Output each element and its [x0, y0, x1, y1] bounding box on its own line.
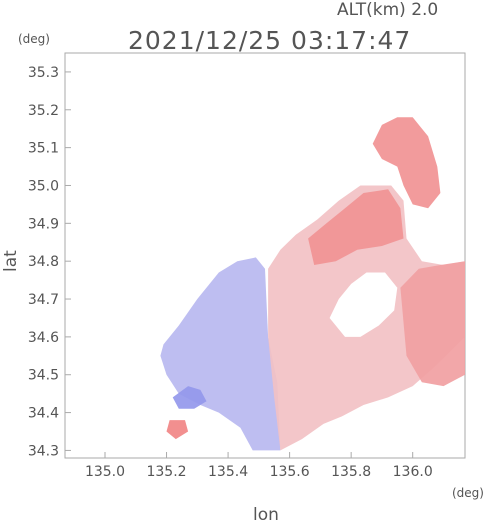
velocity-region-4 — [400, 261, 465, 387]
x-tick-label: 136.0 — [393, 464, 433, 480]
chart-title-datetime: 2021/12/25 03:17:47 — [128, 26, 412, 55]
velocity-region-6 — [166, 420, 189, 440]
velocity-region-3 — [372, 117, 441, 209]
y-tick-label: 34.8 — [28, 254, 59, 270]
x-ticks: 135.0 135.2 135.4 135.6 135.8 136.0 — [85, 452, 433, 480]
plot-frame — [64, 52, 466, 459]
y-tick-label: 35.1 — [28, 141, 59, 157]
velocity-region-5 — [172, 386, 207, 409]
x-tick-label: 135.2 — [146, 464, 186, 480]
y-unit-label: (deg) — [18, 32, 50, 46]
x-tick-label: 135.6 — [270, 464, 310, 480]
velocity-region-2 — [308, 189, 404, 265]
y-tick-label: 34.5 — [28, 368, 59, 384]
y-ticks: 34.3 34.4 34.5 34.6 34.7 34.8 34.9 35.0 35.1 35.2… — [28, 65, 71, 459]
velocity-regions — [160, 117, 465, 451]
no-echo-gap-0 — [329, 272, 398, 337]
x-unit-label: (deg) — [452, 486, 484, 500]
y-tick-label: 34.6 — [28, 330, 59, 346]
y-tick-label: 34.3 — [28, 443, 59, 459]
velocity-region-0 — [160, 257, 281, 451]
y-tick-label: 34.9 — [28, 216, 59, 232]
x-axis-title: lon — [253, 505, 279, 525]
x-tick-label: 135.4 — [208, 464, 248, 480]
x-tick-label: 135.0 — [85, 464, 125, 480]
y-tick-label: 35.2 — [28, 103, 59, 119]
y-tick-label: 34.4 — [28, 406, 59, 422]
y-tick-label: 35.3 — [28, 65, 59, 81]
x-tick-label: 135.8 — [331, 464, 371, 480]
y-tick-label: 34.7 — [28, 292, 59, 308]
altitude-label: ALT(km) 2.0 — [337, 0, 439, 20]
y-tick-label: 35.0 — [28, 178, 59, 194]
